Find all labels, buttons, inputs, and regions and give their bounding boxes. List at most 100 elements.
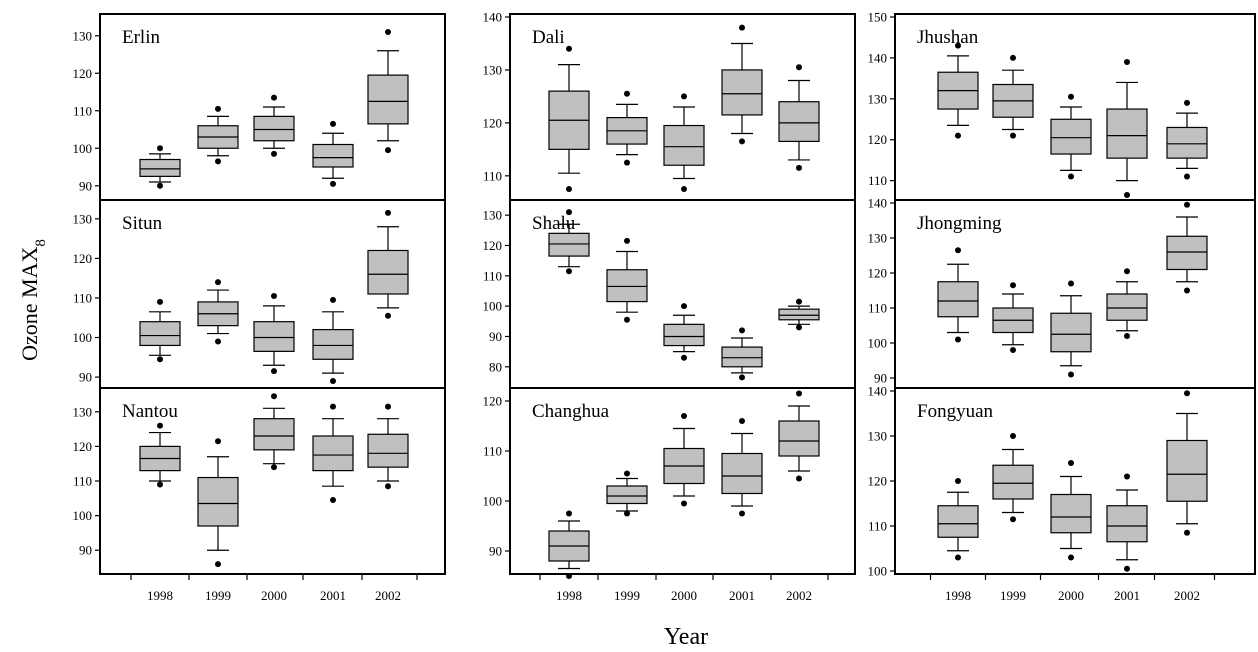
iqr-box <box>606 269 648 303</box>
box-jhongming-1998 <box>937 247 979 343</box>
iqr-box <box>721 69 763 116</box>
box-nantou-2000 <box>253 393 295 471</box>
x-axis-title: Year <box>664 624 708 650</box>
box-changhua-2002 <box>778 390 820 482</box>
panel-changhua: 90 100 110 120 Changhua 1998 1999 2000 2001 2002 <box>483 387 856 603</box>
y-tick-label: 110 <box>73 474 92 489</box>
y-tick-label: 100 <box>73 141 93 156</box>
panel-nantou: 90 100 110 120 130 Nantou 1998 1999 2000 2001 2002 <box>73 387 446 603</box>
outlier-point <box>624 237 630 244</box>
y-tick-label: 120 <box>483 394 503 409</box>
outlier-point <box>157 422 163 429</box>
outlier-point <box>955 42 961 49</box>
outlier-point <box>1184 287 1190 294</box>
iqr-box <box>1050 312 1092 353</box>
iqr-box <box>367 433 409 468</box>
x-tick-label: 2002 <box>375 588 401 603</box>
panel-title: Nantou <box>122 401 178 422</box>
y-tick-label: 120 <box>73 251 93 266</box>
y-tick-label: 90 <box>79 178 92 193</box>
box-shalu-2001 <box>721 327 763 381</box>
y-tick-label: 100 <box>73 330 93 345</box>
iqr-box <box>1106 293 1148 321</box>
panel-title: Erlin <box>122 27 160 48</box>
x-tick-label: 2001 <box>320 588 346 603</box>
x-tick-label: 2002 <box>786 588 812 603</box>
outlier-point <box>215 561 221 568</box>
y-axis-title: Ozone MAX8 <box>17 239 49 361</box>
outlier-point <box>1068 280 1074 287</box>
box-fongyuan-1998 <box>937 478 979 561</box>
outlier-point <box>566 268 572 275</box>
outlier-point <box>1068 371 1074 378</box>
plot-area: 90 100 110 120 130 Erlin 90 100 110 120 130 Situn 90… <box>73 10 1256 603</box>
y-tick-label: 120 <box>73 66 93 81</box>
panel-title: Changhua <box>532 401 610 422</box>
y-tick-label: 90 <box>874 371 887 386</box>
iqr-box <box>312 329 354 360</box>
outlier-point <box>796 298 802 305</box>
iqr-box <box>548 232 590 257</box>
box-situn-2001 <box>312 296 354 385</box>
outlier-point <box>1124 268 1130 275</box>
box-nantou-1999 <box>197 438 239 568</box>
y-tick-label: 80 <box>489 359 502 374</box>
outlier-point <box>330 120 336 127</box>
box-jhongming-1999 <box>992 282 1034 353</box>
y-tick-label: 130 <box>73 211 93 226</box>
outlier-point <box>796 324 802 331</box>
outlier-point <box>681 93 687 100</box>
outlier-point <box>157 182 163 189</box>
box-jhushan-2001 <box>1106 59 1148 198</box>
iqr-box <box>367 74 409 125</box>
panel-title: Fongyuan <box>917 401 994 422</box>
y-tick-label: 120 <box>868 266 888 281</box>
outlier-point <box>1010 347 1016 353</box>
y-tick-label: 110 <box>73 290 92 305</box>
y-tick-label: 130 <box>73 404 93 419</box>
y-tick-label: 120 <box>868 132 888 147</box>
outlier-point <box>385 209 391 216</box>
x-tick-label: 1999 <box>205 588 231 603</box>
panel-jhushan: 110 120 130 140 150 Jhushan <box>868 10 1256 201</box>
iqr-box <box>778 420 820 457</box>
iqr-box <box>937 505 979 538</box>
y-tick-label: 140 <box>868 196 888 211</box>
outlier-point <box>385 403 391 410</box>
outlier-point <box>566 209 572 216</box>
outlier-point <box>955 247 961 254</box>
outlier-point <box>271 368 277 375</box>
box-nantou-2001 <box>312 403 354 504</box>
y-tick-label: 110 <box>868 519 887 534</box>
panel-title: Jhongming <box>917 213 1002 234</box>
y-tick-label: 130 <box>483 62 503 77</box>
panel-title: Situn <box>122 213 163 234</box>
outlier-point <box>955 336 961 343</box>
y-tick-label: 90 <box>79 543 92 558</box>
outlier-point <box>271 94 277 101</box>
outlier-point <box>157 145 163 152</box>
outlier-point <box>739 418 745 424</box>
box-jhushan-1998 <box>937 42 979 139</box>
y-tick-label: 100 <box>868 564 888 579</box>
panel-shalu: 80 90 100 110 120 130 Shalu <box>483 199 856 389</box>
outlier-point <box>1068 173 1074 180</box>
box-shalu-1998 <box>548 209 590 275</box>
y-tick-label: 110 <box>868 301 887 316</box>
outlier-point <box>1010 282 1016 289</box>
iqr-box <box>253 418 295 451</box>
box-shalu-2002 <box>778 298 820 331</box>
iqr-box <box>1166 439 1208 502</box>
panel-title: Shalu <box>532 213 576 234</box>
box-jhongming-2001 <box>1106 268 1148 339</box>
outlier-point <box>385 483 391 490</box>
outlier-point <box>215 158 221 165</box>
outlier-point <box>739 24 745 31</box>
outlier-point <box>157 298 163 305</box>
iqr-box <box>1166 126 1208 159</box>
box-situn-1999 <box>197 279 239 345</box>
outlier-point <box>739 138 745 145</box>
y-tick-label: 100 <box>483 494 503 509</box>
iqr-box <box>1050 493 1092 534</box>
iqr-box <box>253 115 295 142</box>
